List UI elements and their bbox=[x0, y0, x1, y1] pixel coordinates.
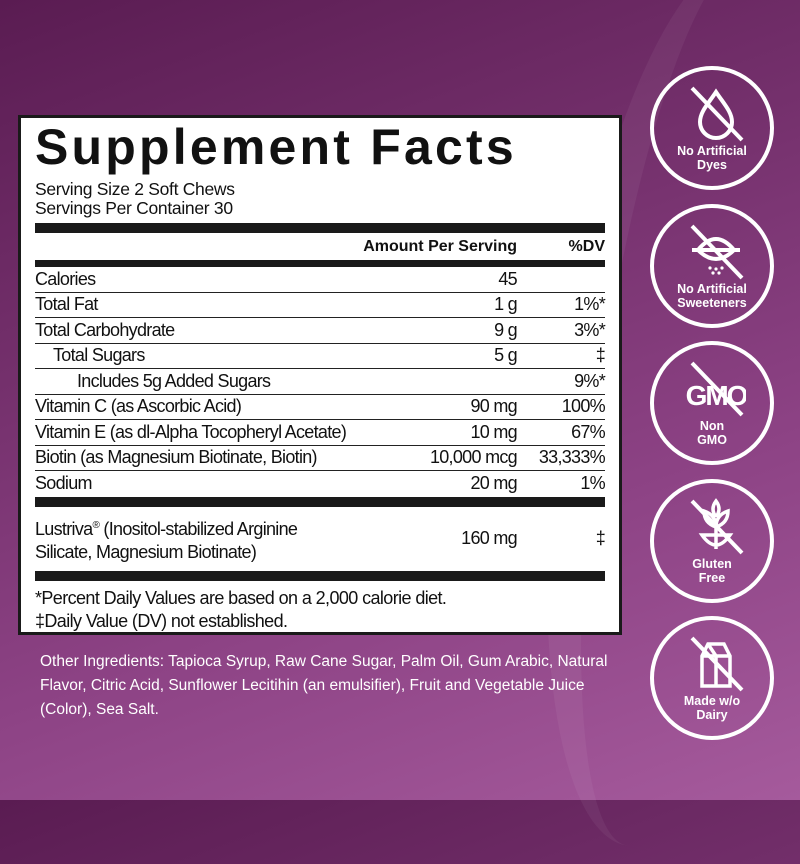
nutrient-name: Total Sugars bbox=[53, 345, 145, 366]
nutrient-row: Vitamin C (as Ascorbic Acid) 90 mg 100% bbox=[35, 395, 606, 420]
no-drop-icon bbox=[690, 86, 744, 142]
no-sweetener-icon bbox=[690, 224, 744, 279]
amount-header: Amount Per Serving bbox=[363, 237, 517, 255]
nutrient-row: Total Sugars 5 g ‡ bbox=[35, 344, 606, 369]
nutrient-amount: 20 mg bbox=[470, 473, 517, 494]
servings-per-container: Servings Per Container 30 bbox=[35, 198, 233, 218]
nutrient-name: Total Fat bbox=[35, 294, 98, 315]
divider-bar bbox=[35, 570, 605, 581]
serving-size: Serving Size 2 Soft Chews bbox=[35, 179, 235, 199]
nutrient-name: Biotin (as Magnesium Biotinate, Biotin) bbox=[35, 447, 318, 468]
no-milk-carton-icon bbox=[690, 636, 744, 692]
nutrient-row: Vitamin E (as dl-Alpha Tocopheryl Acetat… bbox=[35, 420, 606, 446]
nutrient-amount: 1 g bbox=[494, 294, 518, 315]
nutrient-row: Biotin (as Magnesium Biotinate, Biotin) … bbox=[35, 446, 606, 471]
nutrient-name: Calories bbox=[35, 268, 96, 289]
nutrient-amount: 45 bbox=[498, 268, 517, 289]
badge-label: No Artificial Dyes bbox=[677, 144, 747, 172]
divider-bar bbox=[35, 260, 605, 267]
divider-bar bbox=[35, 223, 605, 233]
divider-bar bbox=[35, 496, 605, 507]
footnotes: *Percent Daily Values are based on a 2,0… bbox=[35, 587, 605, 633]
nutrient-name: Vitamin E (as dl-Alpha Tocopheryl Acetat… bbox=[35, 421, 347, 442]
nutrient-name: Vitamin C (as Ascorbic Acid) bbox=[35, 396, 242, 417]
badge-label: Non GMO bbox=[697, 419, 727, 447]
dv-header: %DV bbox=[568, 237, 605, 255]
svg-text:GMO: GMO bbox=[686, 380, 746, 411]
nutrient-dv: 67% bbox=[571, 421, 606, 442]
nutrient-amount: 10,000 mcg bbox=[429, 447, 518, 468]
badge-no-milk-carton: Made w/o Dairy bbox=[650, 616, 774, 740]
footnote-dv: *Percent Daily Values are based on a 2,0… bbox=[35, 587, 447, 608]
nutrient-name: Sodium bbox=[35, 473, 93, 494]
nutrient-row: Calories 45 bbox=[35, 267, 605, 293]
nutrient-amount: 5 g bbox=[494, 345, 518, 366]
nutrient-dv: 33,333% bbox=[538, 447, 606, 468]
header-row: Amount Per Serving %DV bbox=[35, 233, 605, 260]
badge-no-drop: No Artificial Dyes bbox=[650, 66, 774, 190]
supplement-facts-panel: Supplement Facts Serving Size 2 Soft Che… bbox=[18, 115, 622, 635]
nutrient-dv: ‡ bbox=[595, 345, 606, 366]
badge-no-gmo: GMO Non GMO bbox=[650, 341, 774, 465]
other-ingredients: Other Ingredients: Tapioca Syrup, Raw Ca… bbox=[40, 653, 608, 718]
nutrient-amount: 10 mg bbox=[470, 421, 517, 442]
lustriva-name: Lustriva bbox=[35, 518, 93, 539]
lustriva-row: Lustriva® (Inositol-stabilized Arginine S… bbox=[35, 507, 606, 571]
nutrient-amount: 90 mg bbox=[470, 396, 517, 417]
nutrient-row: Sodium 20 mg 1% bbox=[35, 471, 606, 497]
no-wheat-icon bbox=[690, 497, 744, 554]
badge-no-sweetener: No Artificial Sweeteners bbox=[650, 203, 774, 328]
registered-mark: ® bbox=[92, 519, 100, 531]
nutrient-dv: 100% bbox=[561, 396, 606, 417]
nutrient-dv: 1%* bbox=[574, 294, 606, 315]
lustriva-desc-1: (Inositol-stabilized Arginine bbox=[99, 518, 298, 539]
nutrient-dv: 1% bbox=[580, 473, 605, 494]
lustriva-amount: 160 mg bbox=[461, 528, 518, 548]
nutrient-row: Total Fat 1 g 1%* bbox=[35, 293, 606, 318]
nutrient-rows: Calories 45 Total Fat 1 g 1%* Total Carb… bbox=[35, 267, 606, 497]
badge-label: No Artificial Sweeteners bbox=[677, 281, 747, 310]
lustriva-dv: ‡ bbox=[595, 528, 606, 548]
nutrient-row: Total Carbohydrate 9 g 3%* bbox=[35, 318, 606, 344]
badge-no-wheat: Gluten Free bbox=[650, 478, 774, 603]
facts-title: Supplement Facts bbox=[35, 119, 517, 175]
nutrient-amount: 9 g bbox=[494, 319, 518, 340]
badge-label: Gluten Free bbox=[692, 556, 732, 585]
badge-label: Made w/o Dairy bbox=[683, 694, 741, 722]
nutrient-dv: 9%* bbox=[574, 370, 606, 391]
nutrient-name: Total Carbohydrate bbox=[35, 319, 175, 340]
nutrient-row: Includes 5g Added Sugars 9%* bbox=[35, 369, 606, 395]
lustriva-desc-2: Silicate, Magnesium Biotinate) bbox=[35, 541, 257, 562]
nutrient-dv: 3%* bbox=[574, 319, 606, 340]
no-gmo-icon: GMO bbox=[686, 361, 746, 417]
footnote-not-established: ‡Daily Value (DV) not established. bbox=[35, 610, 288, 631]
nutrient-name: Includes 5g Added Sugars bbox=[77, 370, 271, 391]
